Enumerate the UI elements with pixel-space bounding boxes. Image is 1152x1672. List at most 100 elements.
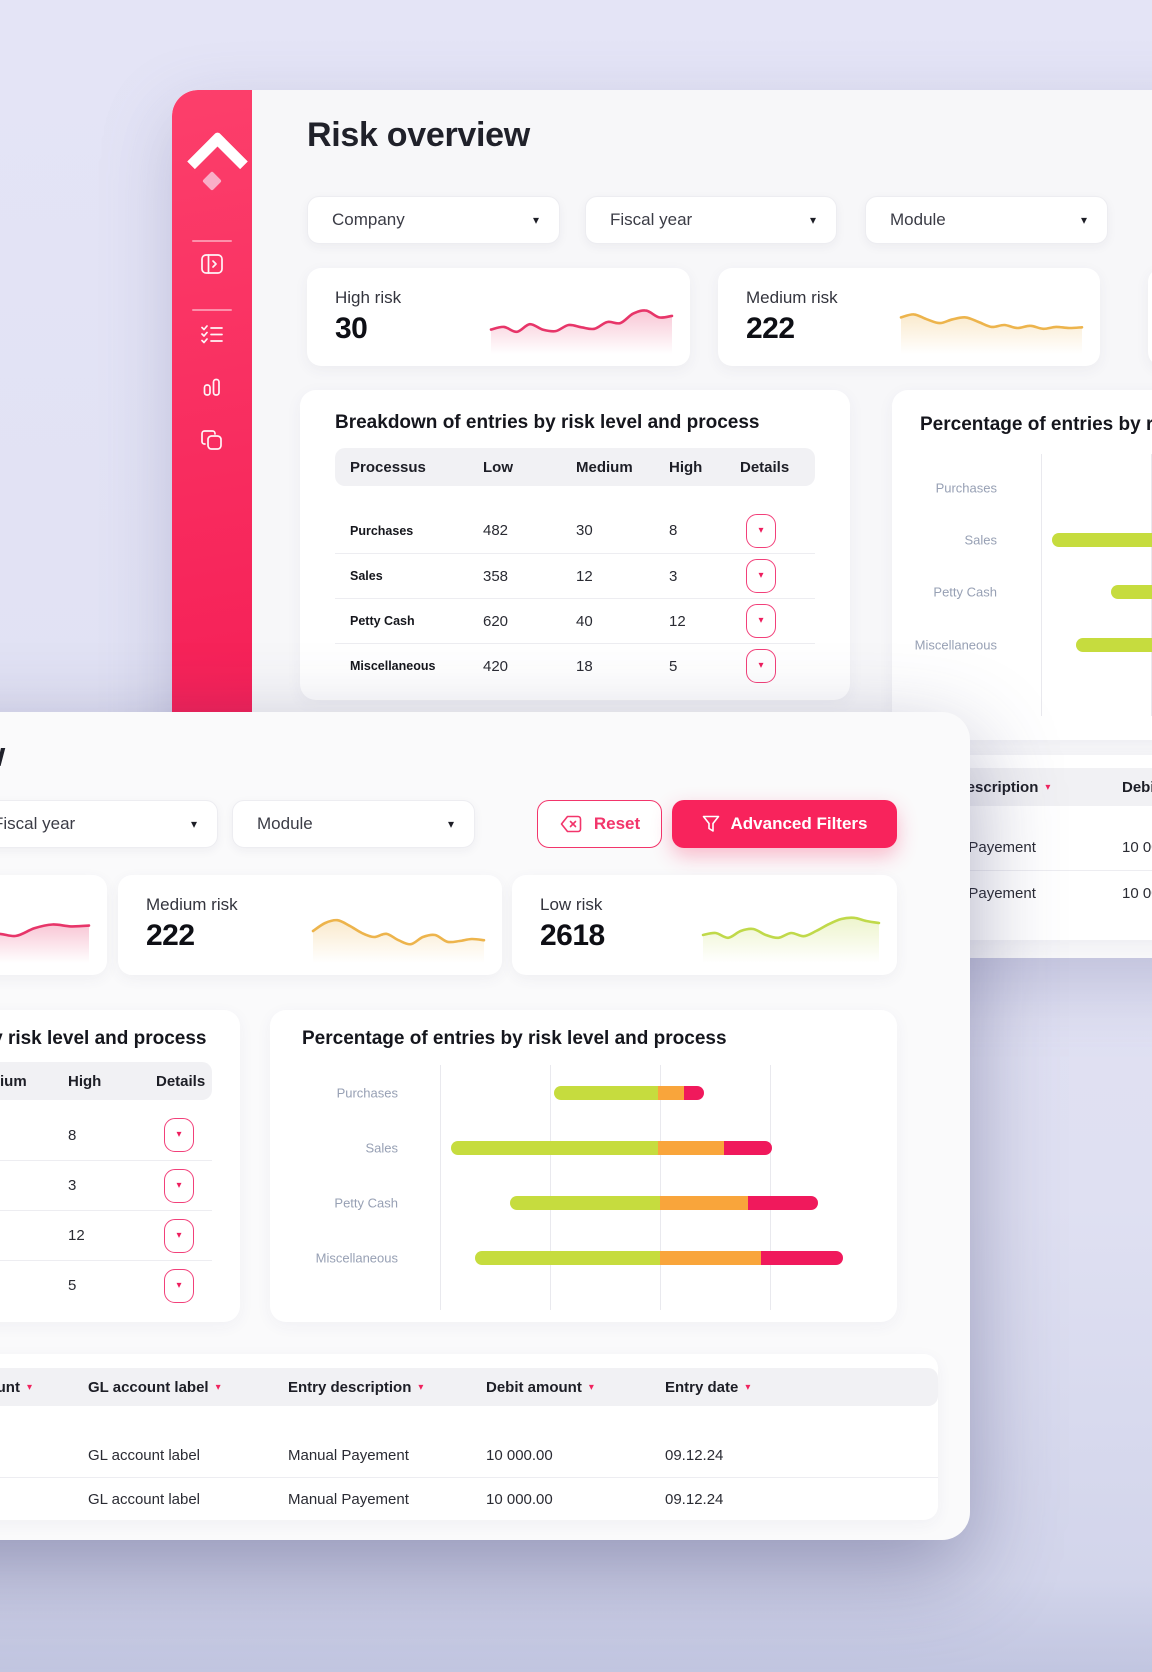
details-button[interactable]: ▾ <box>164 1168 194 1203</box>
advanced-filters-button[interactable]: Advanced Filters <box>672 800 897 848</box>
column-header-label: Entry description <box>288 1378 412 1396</box>
cell-value: 40 <box>576 612 593 630</box>
table-row: 308 ▾ <box>0 1110 212 1160</box>
entries-table-header: GL account▾GL account label▾Entry descri… <box>0 1368 938 1406</box>
medium-risk-sparkline <box>311 907 486 963</box>
column-header: High <box>68 1072 102 1090</box>
cell-value: 8 <box>669 522 678 539</box>
column-header[interactable]: GL account ▾ <box>0 1379 88 1396</box>
low-segment <box>510 1196 660 1210</box>
details-cell: ▾ <box>740 513 815 548</box>
sort-caret-icon: ▾ <box>418 1381 424 1393</box>
sidebar-divider <box>192 309 232 311</box>
table-row: 123 ▾ <box>0 1160 212 1210</box>
cell-value: 420 <box>483 657 509 675</box>
module-filter-dropdown[interactable]: Module ▾ <box>232 800 475 848</box>
debit-amount-cell: 10 000.00 <box>1122 839 1152 856</box>
cell-value: 12 <box>0 1177 68 1194</box>
low-segment <box>1052 533 1152 547</box>
background-gradient-band <box>0 1580 1152 1672</box>
chevron-down-icon: ▾ <box>809 213 816 227</box>
breakdown-panel: Breakdown of entries by risk level and p… <box>300 390 850 700</box>
details-button[interactable]: ▾ <box>164 1218 194 1253</box>
panel-toggle-icon[interactable] <box>199 251 225 277</box>
details-button[interactable]: ▾ <box>746 649 776 683</box>
cell-value: 40 <box>0 1227 68 1244</box>
entries-panel: GL account▾GL account label▾Entry descri… <box>0 1354 938 1520</box>
details-button[interactable]: ▾ <box>164 1118 194 1152</box>
column-header: High <box>669 458 703 476</box>
gridline <box>440 1065 441 1310</box>
high-segment <box>684 1086 704 1100</box>
risk-card-value: 30 <box>335 312 368 345</box>
details-button[interactable]: ▾ <box>746 513 776 548</box>
cell-value: 3 <box>68 1177 77 1194</box>
percentage-panel: Percentage of entries by risk level and … <box>270 1010 897 1322</box>
high-segment <box>723 1141 773 1155</box>
fiscal-year-filter-dropdown[interactable]: Fiscal year ▾ <box>0 800 218 848</box>
fiscal-year-filter-dropdown[interactable]: Fiscal year ▾ <box>585 196 837 244</box>
table-row: 185 ▾ <box>0 1260 212 1310</box>
medium-segment <box>659 1251 762 1265</box>
gl-account-label-cell: GL account label <box>88 1446 201 1464</box>
low-segment <box>554 1086 658 1100</box>
entry-date-cell: 09.12.24 <box>665 1491 724 1508</box>
bar-chart-icon[interactable] <box>199 374 225 400</box>
checklist-icon[interactable] <box>199 321 225 347</box>
breakdown-panel-cut: Breakdown of entries by risk level and p… <box>0 1010 240 1322</box>
column-header[interactable]: Entry date ▾ <box>665 1379 938 1396</box>
cell-value: 5 <box>68 1277 77 1294</box>
gridline <box>660 1065 661 1310</box>
column-header-label: GL account label <box>88 1378 209 1396</box>
details-cell: ▾ <box>156 1168 212 1203</box>
cell-value: 12 <box>68 1227 85 1244</box>
stacked-bar <box>1111 585 1152 599</box>
column-header[interactable]: GL account label ▾ <box>88 1379 288 1396</box>
panel-title: Breakdown of entries by risk level and p… <box>335 412 760 433</box>
column-header: Details <box>740 458 790 476</box>
category-label: Sales <box>964 532 997 548</box>
breakdown-table-body: Purchases 482 30 8 ▾ Sales 358 12 3 ▾ Petty Cash 62… <box>335 508 815 688</box>
medium-risk-card: Medium risk 222 <box>718 268 1100 366</box>
cell-value: 482 <box>483 522 509 539</box>
column-header: Details <box>156 1072 206 1090</box>
copy-icon[interactable] <box>199 427 225 453</box>
column-header: Low <box>483 458 513 476</box>
details-button[interactable]: ▾ <box>164 1268 194 1303</box>
breakdown-table-header: Processus Low Medium High Details <box>335 448 815 486</box>
reset-button[interactable]: Reset <box>537 800 662 848</box>
details-button[interactable]: ▾ <box>746 559 776 593</box>
cell-value: 3 <box>669 567 678 585</box>
sidebar-divider <box>192 240 232 242</box>
debit-amount-cell: 10 000.00 <box>486 1491 553 1508</box>
details-cell: ▾ <box>740 559 815 593</box>
table-row: Sales 358 12 3 ▾ <box>335 553 815 598</box>
high-risk-sparkline <box>0 909 91 963</box>
chevron-down-icon: ▾ <box>1080 213 1087 227</box>
stacked-bar <box>510 1196 819 1210</box>
stacked-bar <box>475 1251 843 1265</box>
high-risk-card-cut <box>0 875 107 975</box>
risk-card-value: 222 <box>746 312 795 345</box>
risk-card-value: 222 <box>146 919 195 952</box>
category-label: Purchases <box>336 1085 398 1101</box>
risk-card-value: 2618 <box>540 919 605 952</box>
medium-segment <box>657 1141 724 1155</box>
column-header[interactable]: Debit amount▾ <box>1122 779 1152 796</box>
dropdown-label: Module <box>890 210 946 229</box>
column-header[interactable]: Entry description ▾ <box>288 1379 486 1396</box>
module-filter-dropdown[interactable]: Module ▾ <box>865 196 1108 244</box>
process-name: Miscellaneous <box>350 659 436 673</box>
column-header-label: Entry date <box>665 1378 739 1396</box>
details-button[interactable]: ▾ <box>746 604 776 638</box>
caret-down-icon: ▾ <box>176 1129 182 1140</box>
category-label: Miscellaneous <box>315 1250 398 1266</box>
sort-caret-icon: ▾ <box>215 1381 221 1393</box>
column-header[interactable]: Debit amount▾ <box>486 1379 665 1396</box>
category-label: Petty Cash <box>933 584 997 600</box>
company-filter-dropdown[interactable]: Company ▾ <box>307 196 560 244</box>
category-label: Petty Cash <box>334 1195 398 1211</box>
panel-title: Breakdown of entries by risk level and p… <box>0 1028 207 1049</box>
foreground-dashboard: Risk overview Fiscal year ▾ Module ▾ Res… <box>0 712 970 1540</box>
